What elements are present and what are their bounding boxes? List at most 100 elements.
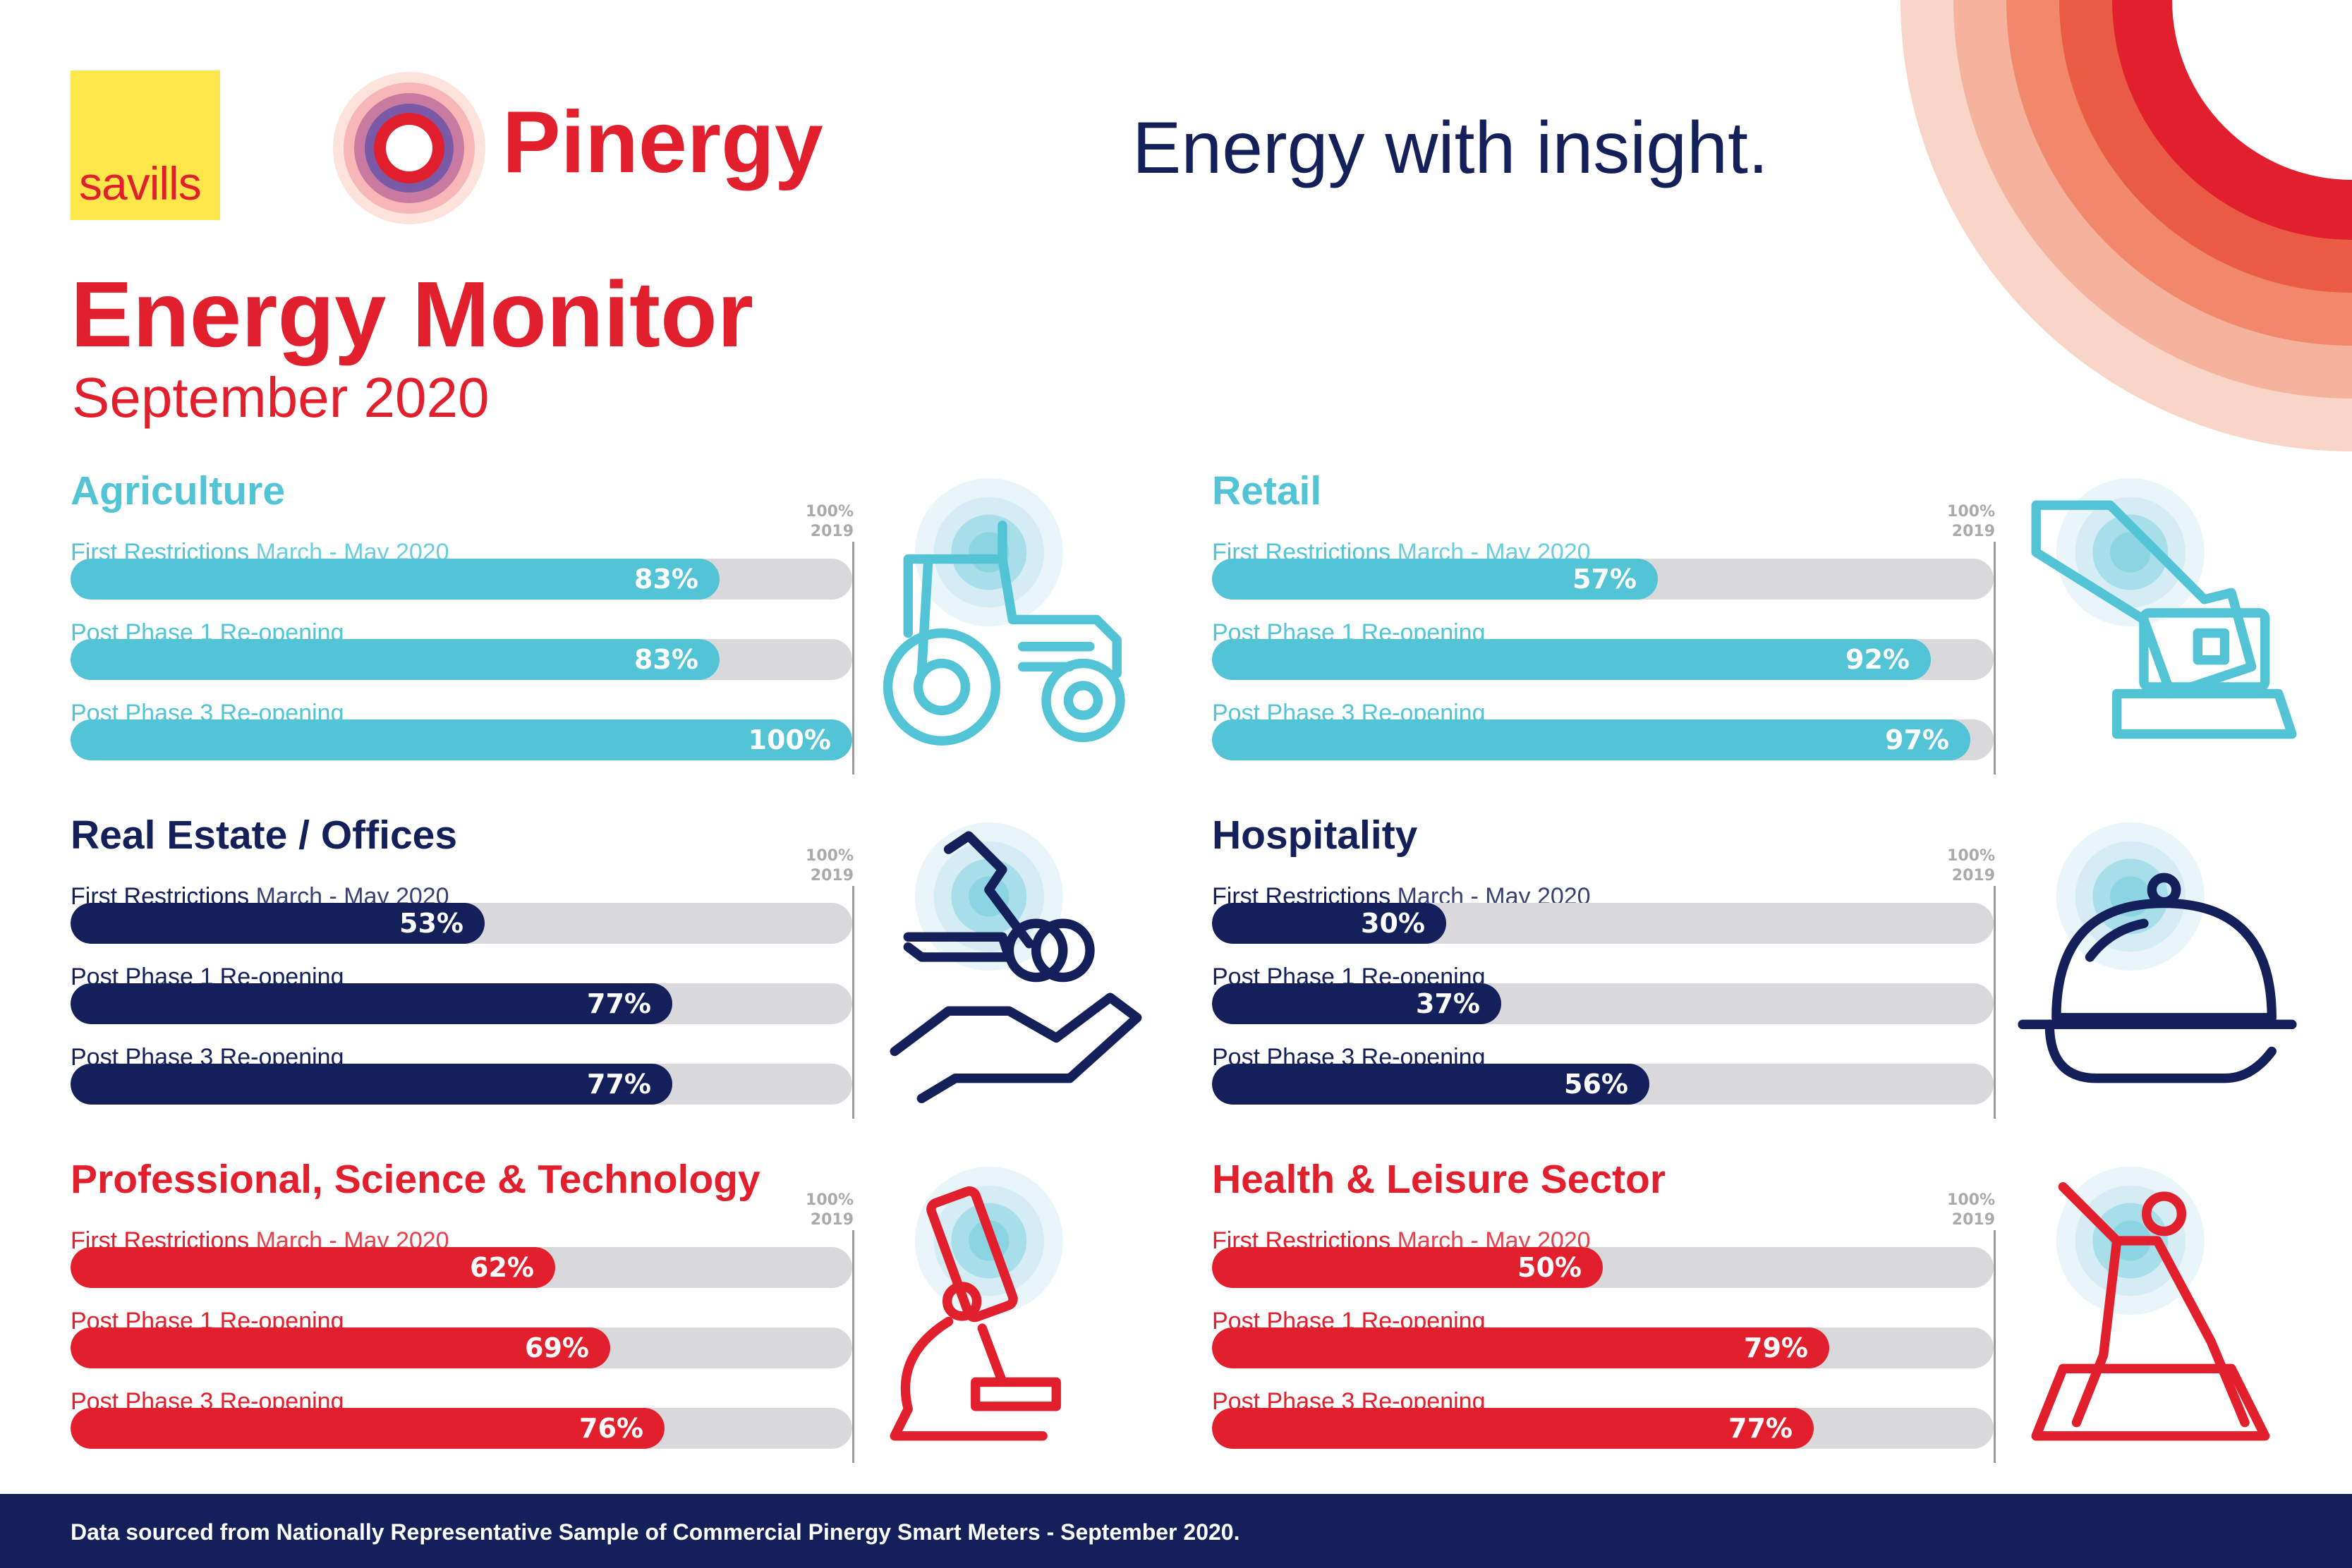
sector-title: Real Estate / Offices bbox=[71, 813, 458, 858]
reference-line bbox=[852, 1230, 854, 1463]
bar-value-label: 50% bbox=[1517, 1252, 1582, 1283]
microscope-icon bbox=[890, 1167, 1063, 1441]
sector-panel: Hospitality 100% 2019 First Restrictions Ma… bbox=[1212, 815, 2305, 1140]
savills-logo-text: savills bbox=[79, 157, 202, 209]
bar-value-label: 53% bbox=[399, 908, 463, 939]
bar-track: 77% bbox=[1212, 1408, 1994, 1449]
bar-fill bbox=[71, 983, 672, 1024]
sector-title: Agriculture bbox=[71, 468, 286, 513]
page-title: Energy Monitor bbox=[71, 262, 754, 366]
sector-panel: Professional, Science & Technology 100% 20… bbox=[71, 1160, 1164, 1484]
bar-track: 79% bbox=[1212, 1327, 1994, 1368]
bar-track: 77% bbox=[71, 983, 852, 1024]
bar-track: 57% bbox=[1212, 559, 1994, 600]
bar-track: 69% bbox=[71, 1327, 852, 1368]
bar-fill bbox=[71, 719, 852, 760]
bar-value-label: 57% bbox=[1572, 564, 1637, 595]
bar-track: 76% bbox=[71, 1408, 852, 1449]
sector-panel: Agriculture 100% 2019 First Restrictions Ma… bbox=[71, 471, 1164, 796]
bar-value-label: 83% bbox=[634, 564, 698, 595]
bar-fill bbox=[1212, 719, 1970, 760]
bar-fill bbox=[1212, 1247, 1603, 1288]
bar-value-label: 79% bbox=[1744, 1332, 1808, 1363]
bar-value-label: 97% bbox=[1885, 724, 1949, 755]
bar-fill bbox=[1212, 983, 1501, 1024]
reference-label: 100% 2019 bbox=[783, 1191, 854, 1230]
reference-top: 100% bbox=[1947, 503, 1995, 521]
bar-fill bbox=[71, 639, 720, 680]
reference-top: 100% bbox=[1947, 1191, 1995, 1209]
retail-card-icon bbox=[2031, 478, 2297, 739]
sector-panel: Real Estate / Offices 100% 2019 First Restr… bbox=[71, 815, 1164, 1140]
bar-fill bbox=[71, 559, 720, 600]
bar-value-label: 76% bbox=[579, 1413, 643, 1444]
bar-value-label: 77% bbox=[587, 988, 651, 1019]
reference-bottom: 2019 bbox=[810, 1211, 854, 1229]
bar-value-label: 62% bbox=[470, 1252, 534, 1283]
cloche-icon bbox=[2018, 822, 2297, 1083]
reference-bottom: 2019 bbox=[810, 867, 854, 885]
bar-value-label: 100% bbox=[748, 724, 831, 755]
bar-track: 50% bbox=[1212, 1247, 1994, 1288]
bar-value-label: 30% bbox=[1361, 908, 1425, 939]
bar-fill bbox=[71, 1247, 555, 1288]
bar-value-label: 83% bbox=[634, 644, 698, 675]
reference-line bbox=[852, 542, 854, 774]
reference-label: 100% 2019 bbox=[783, 846, 854, 886]
bar-track: 97% bbox=[1212, 719, 1994, 760]
sector-title: Retail bbox=[1212, 468, 1322, 513]
tractor-icon bbox=[883, 478, 1125, 746]
reference-label: 100% 2019 bbox=[1924, 502, 1995, 542]
reference-line bbox=[1994, 886, 1996, 1119]
savills-logo: savills bbox=[71, 71, 220, 220]
bar-track: 100% bbox=[71, 719, 852, 760]
reference-top: 100% bbox=[806, 847, 854, 865]
reference-line bbox=[852, 886, 854, 1119]
pinergy-logo-icon bbox=[333, 72, 485, 224]
reference-top: 100% bbox=[1947, 847, 1995, 865]
reference-bottom: 2019 bbox=[1951, 523, 1995, 540]
reference-top: 100% bbox=[806, 503, 854, 521]
bar-value-label: 56% bbox=[1564, 1069, 1628, 1100]
reference-bottom: 2019 bbox=[810, 523, 854, 540]
sector-title: Hospitality bbox=[1212, 813, 1418, 858]
pinergy-logo-text: Pinergy bbox=[502, 94, 823, 191]
bar-value-label: 77% bbox=[587, 1069, 651, 1100]
reference-line bbox=[1994, 1230, 1996, 1463]
bar-fill bbox=[1212, 1064, 1649, 1105]
page-subtitle: September 2020 bbox=[72, 366, 490, 429]
reference-bottom: 2019 bbox=[1951, 1211, 1995, 1229]
bar-value-label: 69% bbox=[525, 1332, 589, 1363]
bar-track: 83% bbox=[71, 639, 852, 680]
sector-title: Professional, Science & Technology bbox=[71, 1157, 760, 1202]
bar-value-label: 77% bbox=[1728, 1413, 1793, 1444]
bar-track: 53% bbox=[71, 903, 852, 944]
bar-fill bbox=[71, 1327, 610, 1368]
hand-keys-icon bbox=[890, 822, 1142, 1104]
bar-fill bbox=[1212, 559, 1658, 600]
tagline: Energy with insight. bbox=[1132, 107, 1769, 189]
reference-bottom: 2019 bbox=[1951, 867, 1995, 885]
bar-fill bbox=[1212, 639, 1931, 680]
bar-fill bbox=[71, 903, 485, 944]
bar-value-label: 37% bbox=[1416, 988, 1480, 1019]
bar-track: 92% bbox=[1212, 639, 1994, 680]
reference-label: 100% 2019 bbox=[783, 502, 854, 542]
reference-line bbox=[1994, 542, 1996, 774]
footer: Data sourced from Nationally Representat… bbox=[0, 1494, 2352, 1568]
bar-fill bbox=[1212, 1327, 1829, 1368]
bar-fill bbox=[1212, 903, 1446, 944]
bar-value-label: 92% bbox=[1845, 644, 1910, 675]
bar-track: 56% bbox=[1212, 1064, 1994, 1105]
bar-fill bbox=[1212, 1408, 1814, 1449]
bar-track: 83% bbox=[71, 559, 852, 600]
sector-panel: Retail 100% 2019 First Restrictions March -… bbox=[1212, 471, 2305, 796]
reference-label: 100% 2019 bbox=[1924, 846, 1995, 886]
yoga-icon bbox=[2031, 1167, 2270, 1441]
sector-panel: Health & Leisure Sector 100% 2019 First Res… bbox=[1212, 1160, 2305, 1484]
footer-source-note: Data sourced from Nationally Representat… bbox=[71, 1519, 1240, 1545]
bar-track: 37% bbox=[1212, 983, 1994, 1024]
reference-label: 100% 2019 bbox=[1924, 1191, 1995, 1230]
reference-top: 100% bbox=[806, 1191, 854, 1209]
bar-track: 62% bbox=[71, 1247, 852, 1288]
